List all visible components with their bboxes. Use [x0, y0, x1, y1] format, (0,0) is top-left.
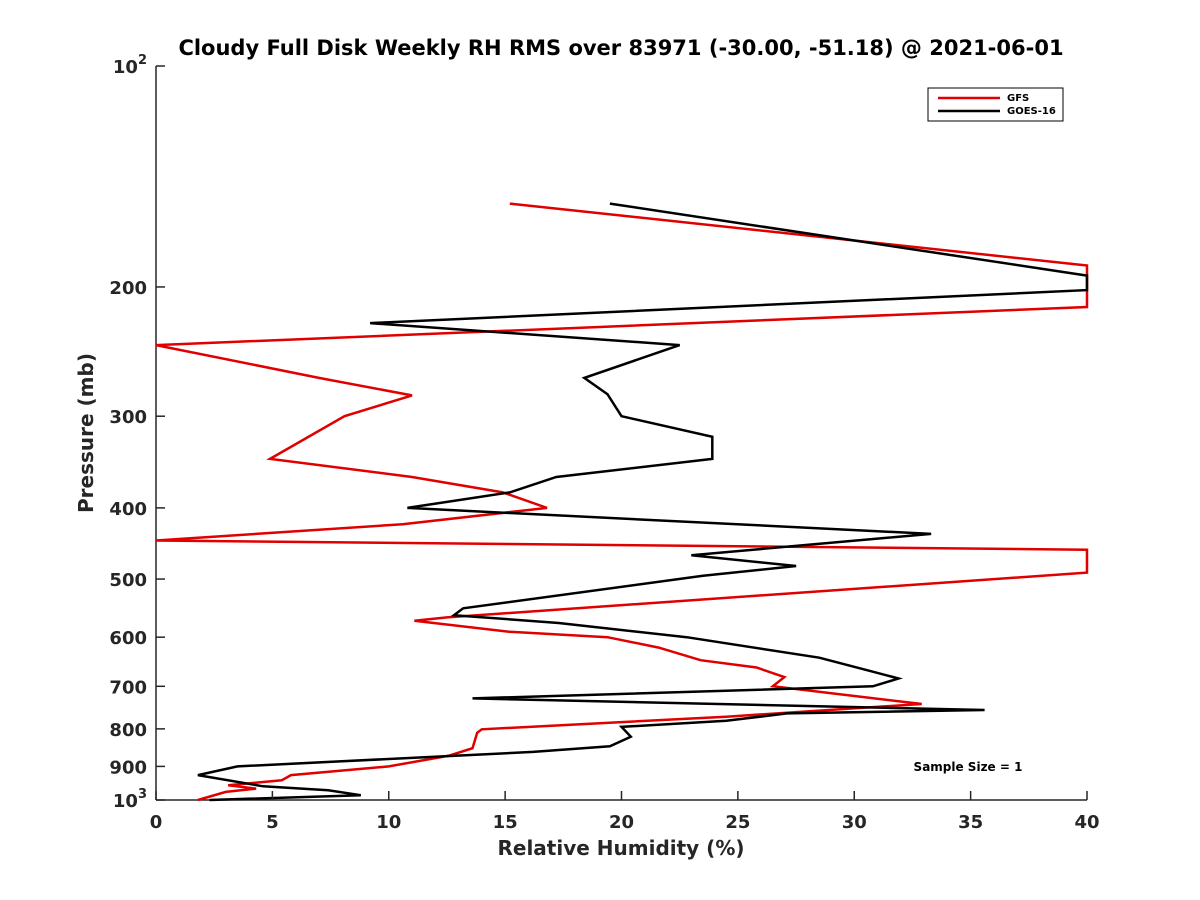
y-tick-base: 10 [113, 791, 138, 812]
series-layer [155, 202, 1089, 802]
y-tick-label: 800 [109, 720, 147, 741]
plot-area: 0 5 10 15 20 25 30 35 40 10220030040050060070080… [109, 53, 1099, 833]
y-tick-label: 700 [109, 677, 147, 698]
y-tick-label: 900 [109, 757, 147, 778]
chart-title: Cloudy Full Disk Weekly RH RMS over 8397… [178, 36, 1063, 60]
x-tick-label: 20 [609, 812, 634, 833]
legend-label-goes16: GOES-16 [1007, 106, 1056, 117]
x-axis-title: Relative Humidity (%) [497, 836, 744, 860]
x-tick-label: 0 [150, 812, 163, 833]
x-tick-label: 15 [493, 812, 518, 833]
legend-box [927, 87, 1064, 122]
series-line-goes16 [197, 202, 1089, 802]
sample-size-annotation: Sample Size = 1 [914, 760, 1023, 774]
x-tick-label: 30 [842, 812, 867, 833]
y-tick-exponent: 3 [138, 787, 147, 802]
series-line-gfs [155, 202, 1089, 802]
legend-label-gfs: GFS [1007, 93, 1029, 104]
x-axis-ticks: 0 5 10 15 20 25 30 35 40 [150, 791, 1100, 833]
y-axis-title: Pressure (mb) [74, 353, 98, 513]
x-tick-label: 40 [1074, 812, 1099, 833]
x-tick-label: 25 [725, 812, 750, 833]
y-tick-label: 500 [109, 570, 147, 591]
x-tick-label: 5 [266, 812, 279, 833]
y-tick-label: 400 [109, 499, 147, 520]
y-tick-label: 300 [109, 407, 147, 428]
y-tick-base: 10 [113, 57, 138, 78]
y-tick-label: 102 [113, 53, 147, 78]
x-tick-label: 10 [376, 812, 401, 833]
y-tick-label: 200 [109, 278, 147, 299]
legend: GFS GOES-16 [927, 87, 1064, 122]
y-tick-label: 103 [113, 787, 147, 812]
y-tick-label: 600 [109, 628, 147, 649]
x-tick-label: 35 [958, 812, 983, 833]
y-tick-exponent: 2 [138, 53, 147, 68]
